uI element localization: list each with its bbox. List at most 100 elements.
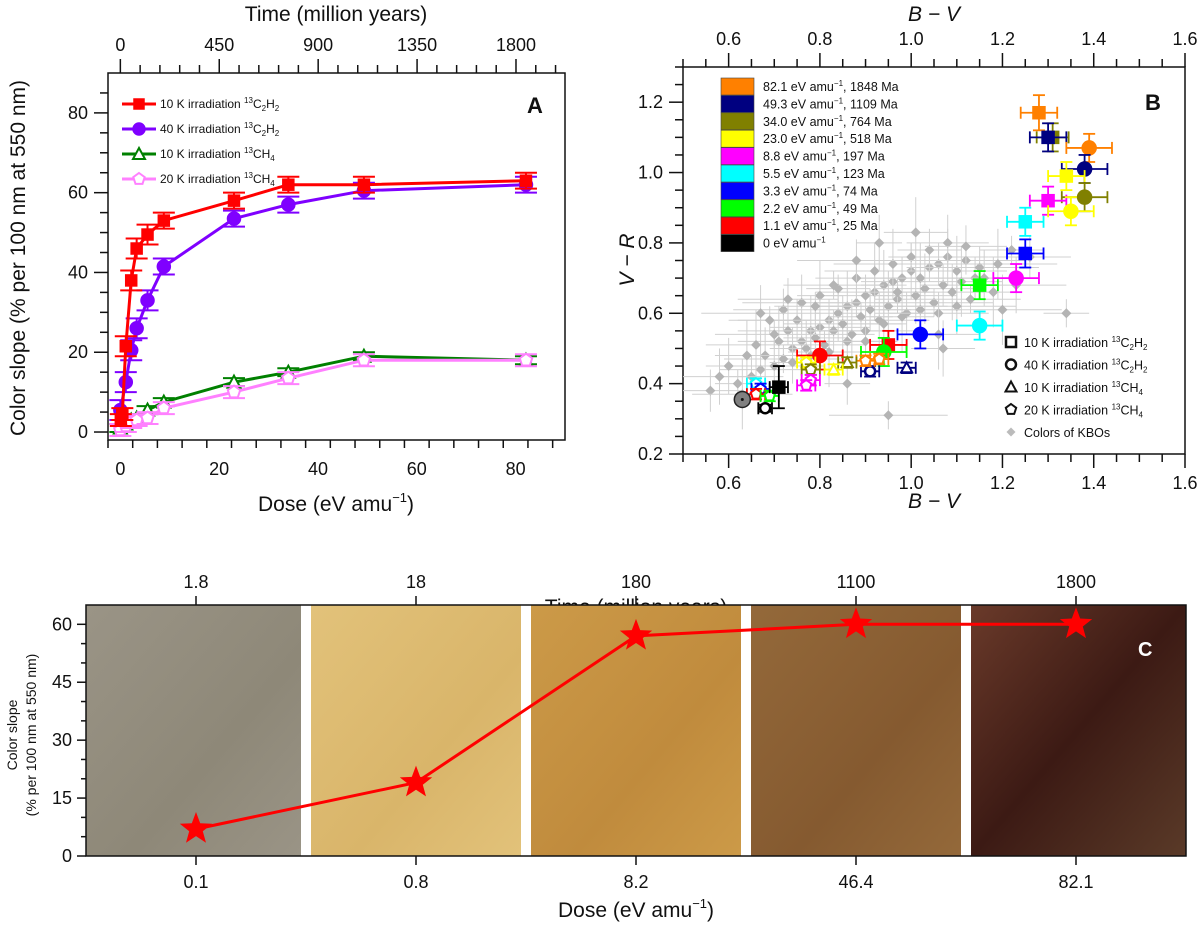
kbo-marker — [883, 410, 894, 421]
kbo-marker — [919, 283, 930, 294]
kbo-point — [824, 362, 871, 405]
kbo-point — [970, 256, 1017, 328]
panel-a-label: A — [527, 93, 543, 118]
data-point — [282, 178, 295, 191]
kbo-point — [938, 228, 1058, 300]
panel-a-plot-frame — [107, 72, 566, 441]
legend-marker-triangle — [131, 145, 147, 160]
kbo-marker — [723, 361, 734, 372]
kbo-point — [797, 239, 916, 282]
data-point — [281, 197, 296, 212]
panel-b-y-axis-title: V − R — [616, 233, 639, 286]
y-tick-label: 0 — [78, 422, 88, 442]
x-tick-label: 60 — [407, 459, 427, 479]
panel-c-label: C — [1138, 639, 1152, 661]
data-point — [863, 365, 877, 378]
x-tick-label: 46.4 — [838, 872, 873, 892]
x-tick-label: 40 — [308, 459, 328, 479]
legend-marker-triangle — [1003, 379, 1019, 393]
kbo-marker — [951, 301, 962, 312]
data-point — [156, 400, 172, 415]
panel-c-y-axis-title-line2: (% per 100 nm at 550 nm) — [23, 654, 39, 817]
top-tick-label: 0.6 — [716, 29, 741, 49]
kbo-point — [737, 278, 839, 321]
x-tick-label: 0.8 — [807, 473, 832, 493]
top-tick-label: 900 — [303, 35, 333, 55]
kbo-marker — [755, 308, 766, 319]
lab-point — [800, 362, 821, 376]
kbo-point — [829, 302, 893, 331]
kbo-marker — [837, 318, 848, 329]
y-tick-label: 45 — [52, 672, 72, 692]
lab-point — [1065, 132, 1113, 163]
legend-label: 10 K irradiation 13CH4 — [1024, 380, 1144, 397]
kbo-marker — [714, 371, 725, 382]
legend-label: Colors of KBOs — [1024, 426, 1110, 440]
data-point — [840, 354, 855, 369]
kbo-point — [769, 341, 816, 384]
legend-swatch — [720, 112, 755, 131]
kbo-point — [924, 225, 1008, 268]
data-point — [1008, 270, 1024, 286]
legend-swatch — [720, 129, 755, 148]
x-tick-label: 8.2 — [623, 872, 648, 892]
panel-a: Time (million years) 0 450 900 1350 1800 0 20… — [7, 3, 566, 516]
kbo-point — [856, 214, 903, 272]
data-point — [519, 174, 533, 187]
kbo-marker — [988, 287, 999, 298]
panel-a-legend: 10 K irradiation 13C2H2 40 K irradiation … — [122, 96, 280, 188]
kbo-point — [870, 281, 934, 352]
kbo-marker — [741, 350, 752, 361]
kbo-marker — [732, 378, 743, 389]
kbo-marker — [997, 304, 1008, 315]
kbo-point — [1043, 299, 1090, 328]
data-point — [124, 274, 138, 287]
kbo-point — [683, 348, 761, 405]
kbo-point — [897, 228, 962, 272]
legend-label: 8.8 eV amu−1, 197 Ma — [763, 149, 885, 164]
panel-b-label: B — [1145, 90, 1161, 115]
legend-swatch — [720, 147, 755, 165]
kbo-marker — [906, 251, 917, 262]
kbo-marker — [764, 315, 775, 326]
legend-label: 20 K irradiation 13CH4 — [1024, 403, 1144, 420]
legend-label: 10 K irradiation 13C2H2 — [160, 96, 280, 113]
kbo-point — [714, 320, 834, 349]
lab-point — [837, 354, 858, 369]
data-point — [971, 317, 988, 334]
x-tick-label: 0.8 — [403, 872, 428, 892]
legend-label: 3.3 eV amu−1, 74 Ma — [763, 183, 878, 198]
legend-label: 49.3 eV amu−1, 1109 Ma — [763, 96, 898, 111]
kbo-marker — [910, 227, 921, 238]
kbo-point — [783, 271, 884, 300]
data-point — [1041, 130, 1055, 145]
x-tick-label: 1.0 — [899, 473, 924, 493]
legend-swatch — [720, 77, 755, 96]
data-point — [141, 228, 154, 241]
lab-point — [1047, 196, 1095, 227]
series-square — [109, 171, 537, 428]
data-point-star — [399, 765, 433, 797]
kbo-marker — [915, 273, 926, 284]
panel-b-plot-frame — [682, 66, 1186, 455]
lab-point — [855, 354, 876, 367]
kbo-marker — [819, 339, 830, 350]
kbo-marker — [860, 336, 871, 347]
panel-c-x-axis-title: Dose (eV amu−1) — [558, 896, 714, 922]
data-point — [518, 352, 534, 367]
series-triangle — [109, 347, 537, 435]
kbo-marker — [869, 266, 880, 277]
kbo-point — [829, 401, 948, 430]
data-point-star — [179, 812, 213, 843]
kbo-marker — [951, 266, 962, 277]
panel-b-x-axis-title: B − V — [908, 490, 962, 513]
kbo-marker — [878, 318, 889, 329]
data-point — [357, 178, 371, 191]
legend-label: 82.1 eV amu−1, 1848 Ma — [763, 79, 899, 94]
y-tick-label: 60 — [68, 183, 88, 203]
data-point — [799, 378, 813, 391]
kbo-point — [701, 285, 820, 342]
lab-point — [992, 263, 1040, 294]
